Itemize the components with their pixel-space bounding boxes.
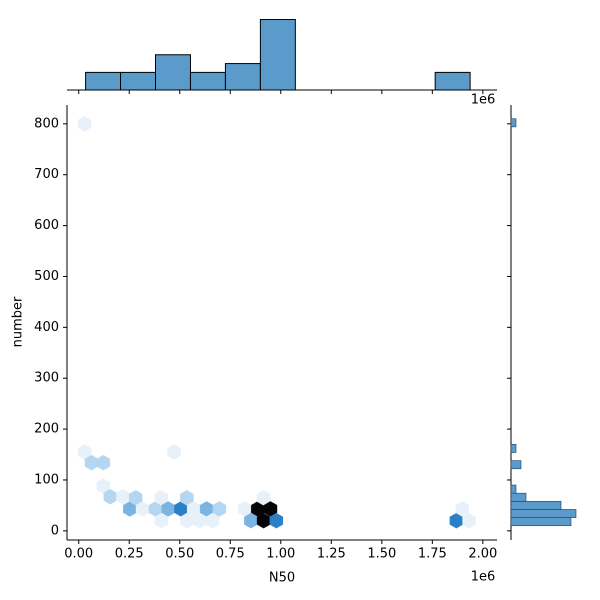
hexbin: [462, 512, 476, 529]
y-axis-label: number: [11, 296, 26, 347]
hexbin: [455, 501, 469, 517]
histogram-bar: [189, 71, 226, 91]
histogram-bar: [510, 492, 527, 502]
hexbin: [96, 454, 111, 471]
hexbin: [154, 512, 169, 529]
histogram-bar: [155, 54, 191, 91]
histogram-bar: [259, 19, 296, 91]
histogram-bar: [510, 460, 522, 470]
y-tick-label: 400: [34, 320, 59, 335]
hexbin: [180, 489, 194, 506]
histogram-bar: [510, 509, 577, 518]
histogram-bar: [120, 71, 157, 91]
hexbin: [167, 444, 181, 460]
y-tick-label: 800: [34, 116, 59, 131]
hexbin: [205, 512, 220, 529]
hexbin: [212, 501, 227, 517]
hexbin: [77, 444, 92, 460]
hexbin: [154, 489, 169, 506]
y-tick-label: 100: [34, 472, 59, 487]
x-tick-label: 0.50: [165, 547, 194, 562]
x-tick-label: 2.00: [468, 547, 497, 562]
histogram-bar: [510, 118, 517, 128]
hexbin: [256, 489, 271, 506]
histogram-bar: [224, 63, 261, 91]
histogram-bar: [510, 484, 517, 494]
hexbin: [77, 116, 92, 132]
x-axis-label: N50: [269, 571, 295, 586]
y-tick-label: 300: [34, 371, 59, 386]
x-tick-label: 0.75: [216, 547, 245, 562]
hexbin: [116, 488, 130, 505]
hexbin: [128, 489, 143, 506]
x-tick-label: 0.25: [115, 547, 144, 562]
histogram-bar: [434, 71, 471, 91]
x-tick-label: 1.25: [317, 547, 346, 562]
x-tick-label: 1.00: [266, 547, 295, 562]
histogram-bar: [510, 501, 562, 510]
hexbin: [269, 512, 284, 529]
y-tick-label: 200: [34, 422, 59, 437]
y-tick-label: 700: [34, 167, 59, 182]
histogram-bar: [510, 444, 517, 453]
x-tick-label: 1.50: [367, 547, 396, 562]
hexbin: [96, 478, 111, 494]
x-tick-label: 1.75: [418, 547, 447, 562]
x-offset-label: 1e6: [471, 570, 496, 585]
x-offset-label: 1e6: [471, 93, 496, 108]
y-tick-label: 500: [34, 269, 59, 284]
y-tick-label: 600: [34, 218, 59, 233]
histogram-bar: [85, 71, 122, 91]
x-tick-label: 0.00: [64, 547, 93, 562]
histogram-bar: [510, 517, 572, 527]
y-tick-label: 0: [51, 523, 59, 538]
